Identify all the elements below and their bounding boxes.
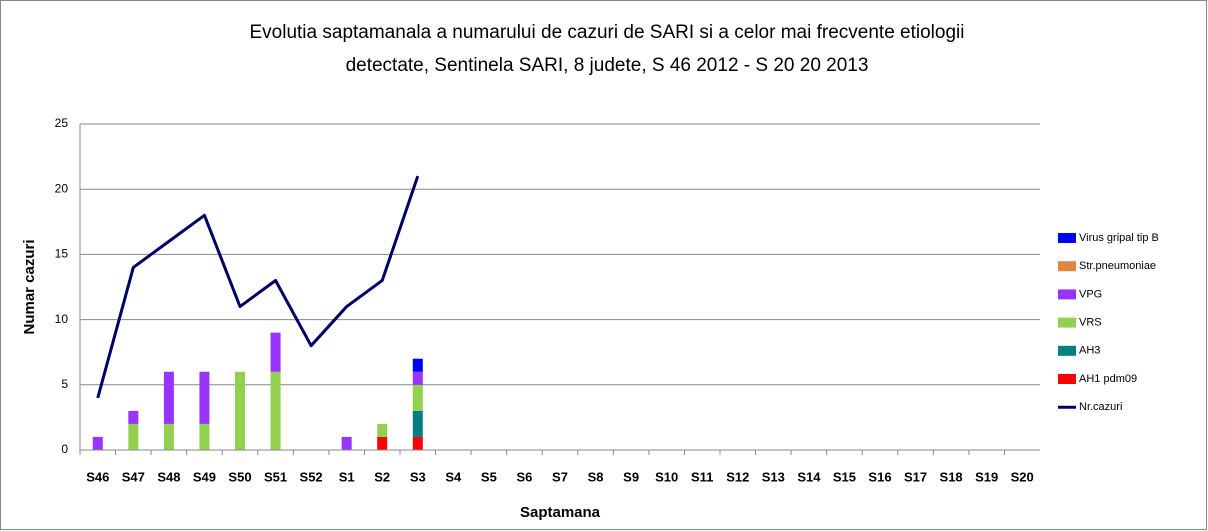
legend-label: Nr.cazuri [1079, 401, 1122, 413]
x-tick-label: S52 [300, 469, 323, 484]
x-tick-label: S11 [691, 469, 713, 484]
x-tick-label: S51 [264, 469, 287, 484]
x-tick-label: S47 [122, 469, 145, 484]
bar-segment [92, 436, 103, 450]
legend-label: VRS [1079, 317, 1102, 329]
x-tick-label: S19 [975, 469, 998, 484]
x-tick-label: S9 [623, 469, 639, 484]
x-tick-label: S1 [339, 469, 355, 484]
x-tick-label: S20 [1011, 469, 1034, 484]
x-tick-label: S13 [762, 469, 785, 484]
bar-segment [163, 371, 174, 424]
legend-swatch [1058, 233, 1076, 243]
bar-segment [270, 332, 281, 372]
bar-segment [412, 371, 423, 385]
x-tick-label: S50 [228, 469, 251, 484]
y-tick-label: 15 [55, 247, 69, 261]
bar-segment [412, 358, 423, 372]
y-tick-label: 25 [55, 116, 69, 130]
legend-swatch [1058, 374, 1076, 384]
x-tick-label: S10 [655, 469, 678, 484]
bar-segment [163, 423, 174, 450]
legend-label: AH1 pdm09 [1079, 373, 1137, 385]
bar-segment [128, 423, 139, 450]
y-axis-label: Numar cazuri [21, 239, 38, 334]
legend-label: Virus gripal tip B [1079, 232, 1159, 244]
bar-segment [412, 410, 423, 437]
legend-swatch [1058, 261, 1076, 272]
legend-swatch [1058, 345, 1076, 356]
bar-segment [412, 384, 423, 411]
bar-segment [341, 436, 352, 450]
y-tick-label: 0 [61, 442, 68, 456]
x-tick-label: S48 [157, 469, 180, 484]
x-tick-label: S12 [726, 469, 749, 484]
x-tick-label: S14 [797, 469, 821, 484]
x-tick-label: S18 [940, 469, 963, 484]
legend-label: AH3 [1079, 345, 1100, 357]
x-tick-label: S46 [86, 469, 109, 484]
bar-segment [412, 436, 423, 450]
bar-segment [128, 410, 139, 424]
x-tick-label: S15 [833, 469, 856, 484]
bar-segment [377, 436, 388, 450]
legend-label: VPG [1079, 288, 1102, 300]
bar-segment [235, 371, 245, 450]
x-tick-label: S17 [904, 469, 927, 484]
x-tick-label: S5 [481, 469, 497, 484]
x-tick-label: S2 [374, 469, 390, 484]
y-tick-label: 20 [55, 181, 69, 195]
bar-segment [377, 423, 388, 437]
x-tick-label: S49 [193, 469, 216, 484]
bar-segment [270, 371, 281, 450]
x-tick-label: S16 [868, 469, 891, 484]
x-axis-label: Saptamana [520, 504, 601, 521]
bar-segment [199, 371, 210, 424]
chart-subtitle: detectate, Sentinela SARI, 8 judete, S 4… [346, 55, 869, 76]
x-tick-label: S6 [516, 469, 532, 484]
x-tick-label: S8 [588, 469, 604, 484]
chart-title: Evolutia saptamanala a numarului de cazu… [250, 22, 965, 43]
x-tick-label: S3 [410, 469, 426, 484]
x-tick-label: S7 [552, 469, 568, 484]
legend-swatch [1058, 317, 1076, 328]
y-tick-label: 5 [61, 377, 68, 391]
y-tick-label: 10 [55, 312, 69, 326]
x-tick-label: S4 [445, 469, 462, 484]
bar-segment [199, 423, 210, 450]
line [96, 175, 420, 399]
legend-swatch [1058, 289, 1076, 300]
legend-label: Str.pneumoniae [1079, 260, 1156, 272]
